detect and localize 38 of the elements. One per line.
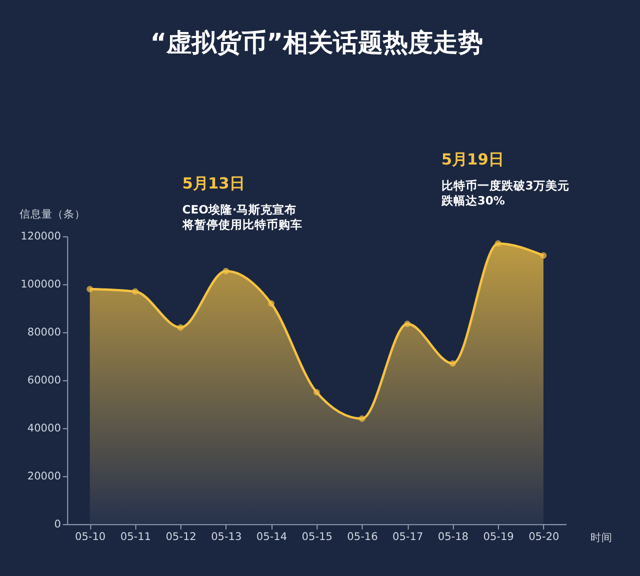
x-tick-label: 05-13 (211, 531, 242, 544)
text: 将暂停使用比特币购车 (181, 218, 302, 232)
y-tick-label: 0 (54, 518, 62, 531)
point (313, 389, 320, 396)
x-tick-label: 05-14 (256, 531, 288, 544)
x-tick-label: 05-19 (483, 531, 514, 544)
x-tick-label: 05-15 (302, 531, 332, 544)
point (132, 288, 138, 295)
point (404, 320, 411, 328)
x-tick-label: 05-18 (438, 531, 469, 544)
y-axis-title: 信息量（条） (20, 208, 86, 221)
point (358, 415, 366, 422)
point (450, 360, 456, 367)
y-tick-label: 20000 (27, 470, 62, 483)
point (177, 324, 184, 331)
x-tick-label: 05-16 (347, 531, 378, 544)
text: CEO埃隆·马斯克宣布 (182, 202, 297, 216)
point (268, 300, 274, 307)
chart-title: “虚拟货币”相关话题热度走势 (150, 28, 484, 58)
x-tick-label: 05-17 (392, 531, 424, 544)
y-tick-label: 60000 (27, 374, 62, 387)
point (222, 268, 230, 274)
point (494, 240, 502, 247)
text: 5月13日 (182, 174, 244, 192)
y-tick-label: 120000 (20, 230, 62, 243)
x-axis-title: 时间 (590, 530, 613, 544)
text: 跌幅达30% (440, 194, 506, 208)
x-tick-label: 05-10 (75, 531, 106, 544)
x-tick-label: 05-20 (528, 531, 560, 544)
text: 比特币一度跌破3万美元 (441, 178, 570, 192)
point (540, 252, 547, 259)
point (86, 286, 94, 292)
x-tick-label: 05-12 (166, 531, 196, 544)
y-tick-label: 40000 (27, 422, 62, 435)
x-tick-label: 05-11 (120, 531, 152, 544)
y-tick-label: 100000 (20, 278, 62, 291)
text: 5月19日 (441, 150, 504, 168)
y-tick-label: 80000 (27, 326, 62, 339)
